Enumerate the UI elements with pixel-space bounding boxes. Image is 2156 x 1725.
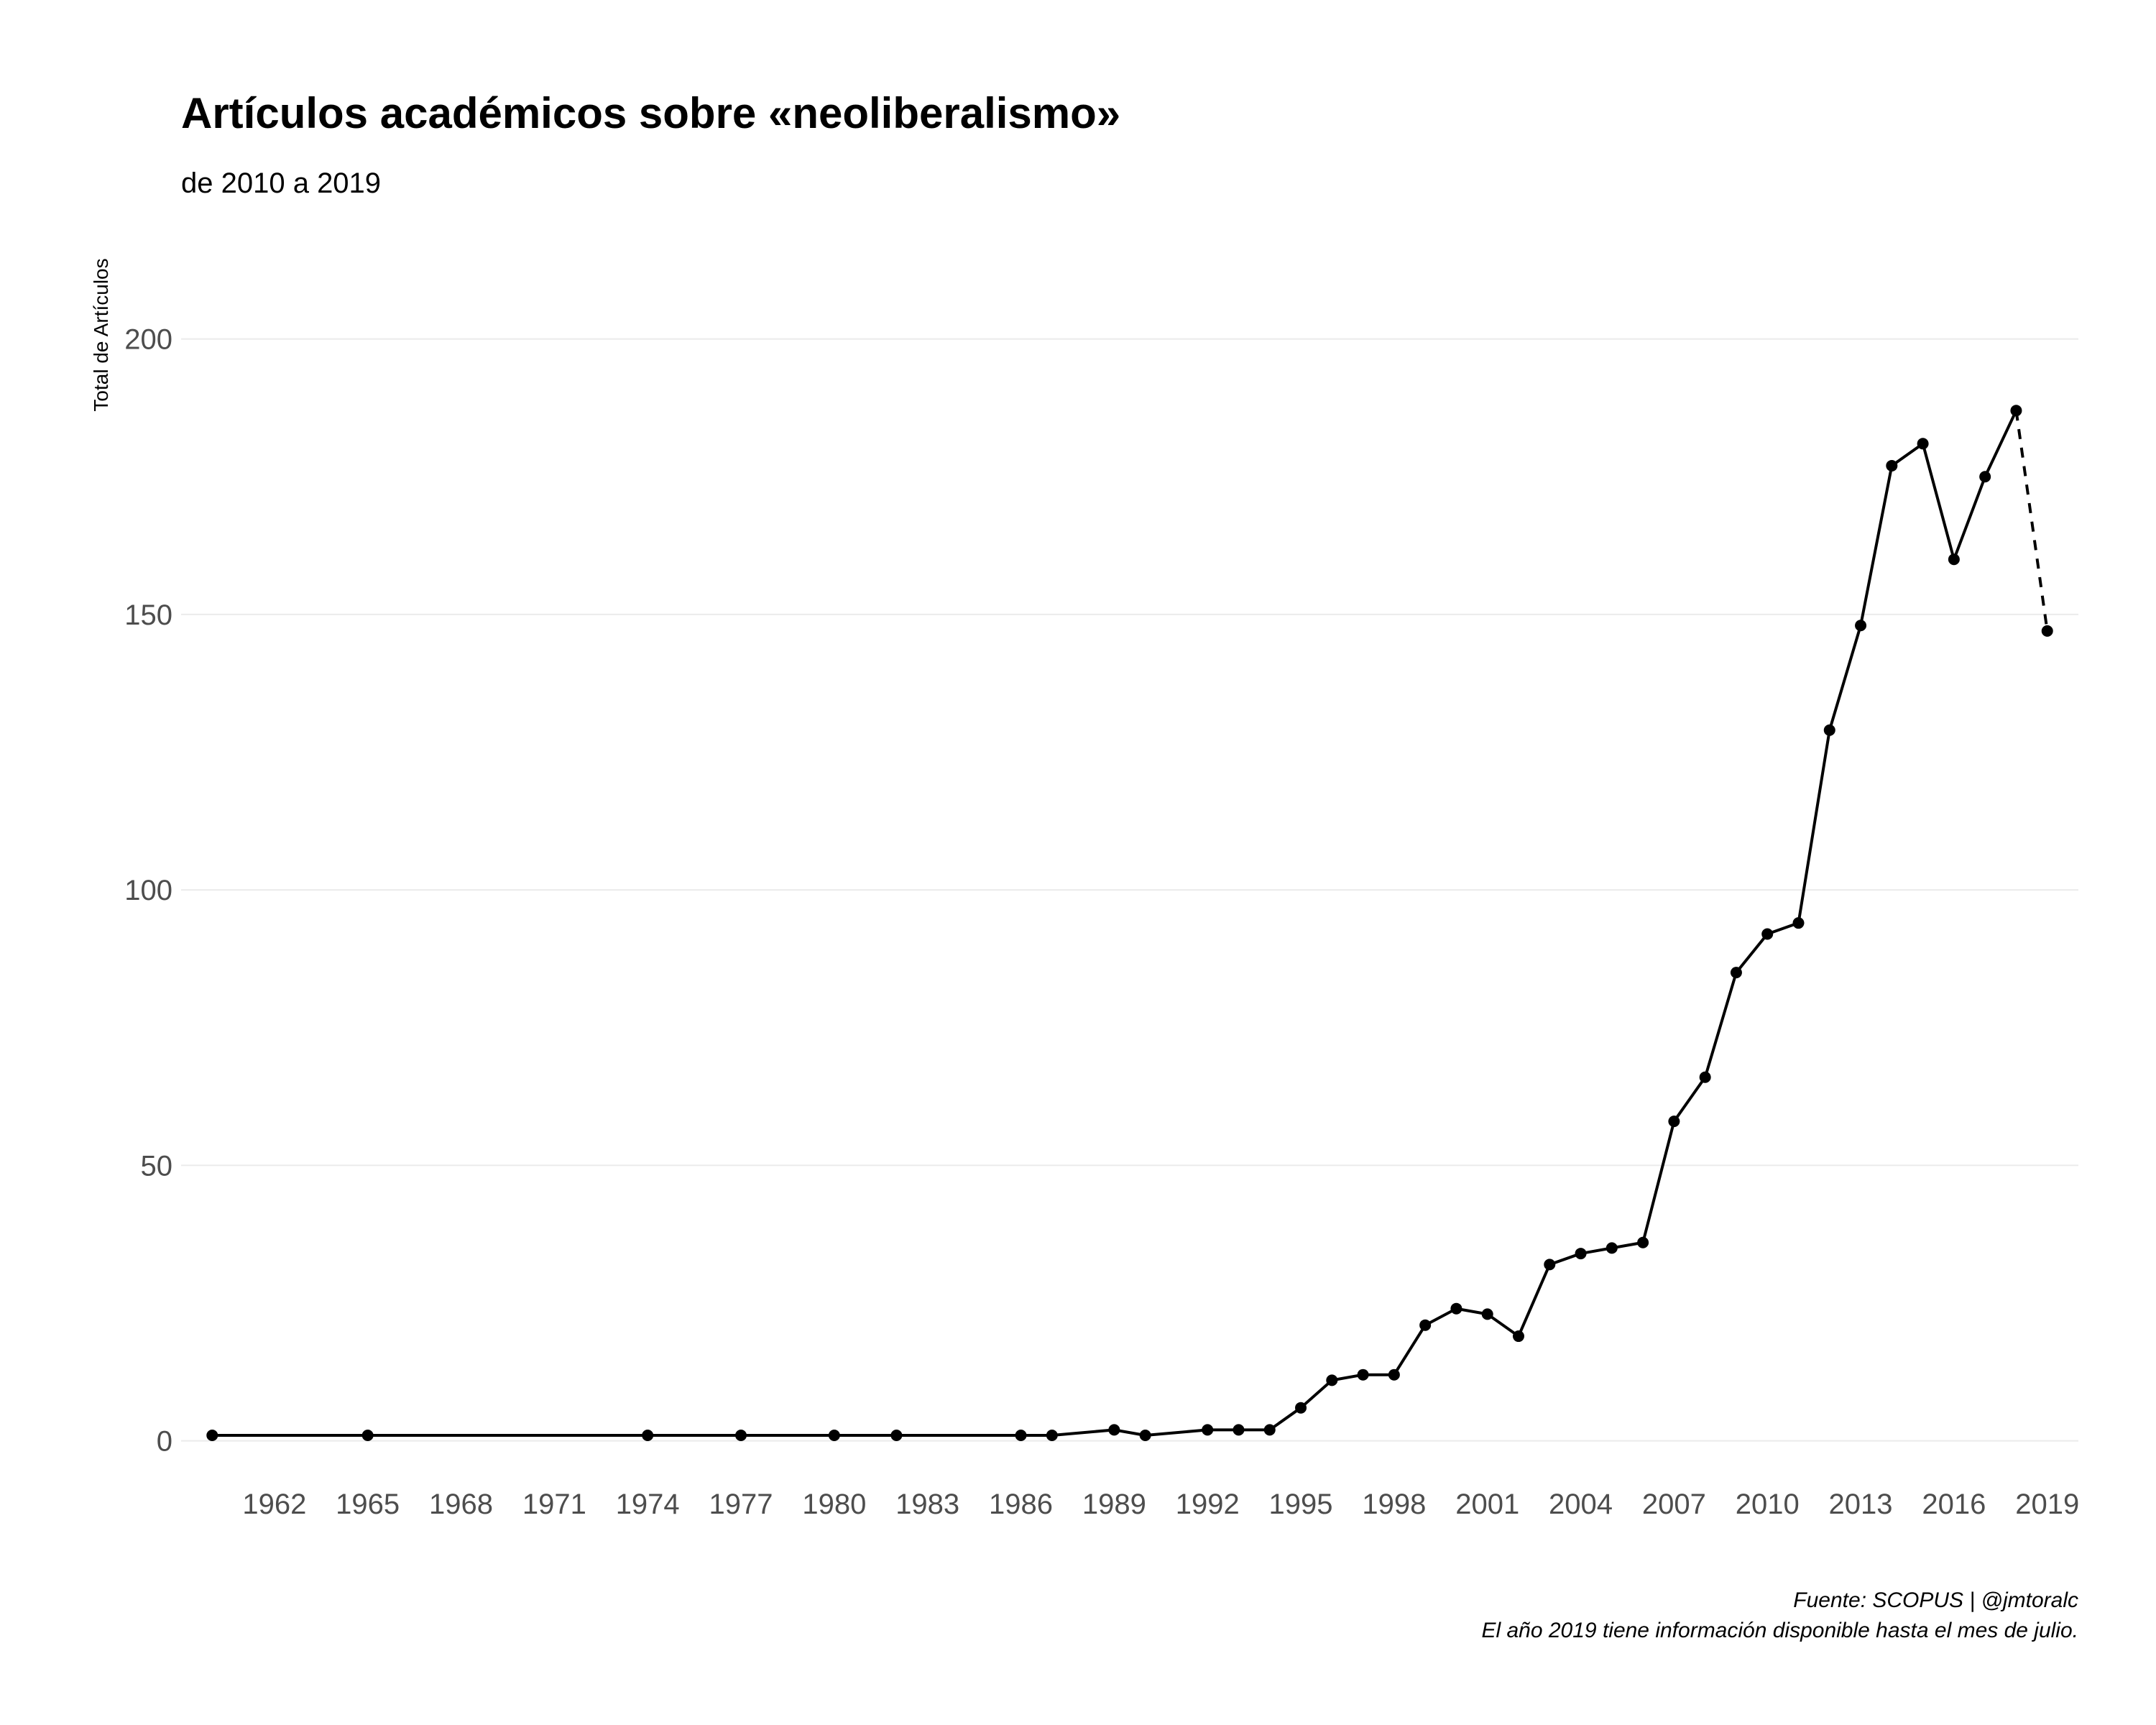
data-point-2010 [1761, 928, 1774, 940]
x-tick-label-1968: 1968 [429, 1489, 493, 1520]
data-point-1987 [1046, 1430, 1058, 1442]
caption-note: El año 2019 tiene información disponible… [1481, 1619, 2078, 1642]
y-axis-label: Total de Artículos [90, 258, 112, 411]
data-point-2006 [1637, 1236, 1649, 1248]
data-point-2005 [1606, 1242, 1618, 1254]
data-point-1990 [1139, 1430, 1151, 1442]
x-tick-label-1974: 1974 [616, 1489, 680, 1520]
data-point-2017 [1979, 471, 1991, 483]
x-tick-label-1995: 1995 [1269, 1489, 1333, 1520]
data-point-1980 [828, 1430, 840, 1442]
data-point-2019 [2041, 625, 2053, 637]
data-point-1960 [206, 1430, 218, 1442]
data-point-1982 [890, 1430, 903, 1442]
x-tick-label-1983: 1983 [895, 1489, 959, 1520]
data-point-1977 [735, 1430, 747, 1442]
x-tick-labels: 1962 1965 1968 1971 1974 1977 1980 1983 1986 1989… [242, 1489, 2079, 1520]
x-tick-label-1998: 1998 [1362, 1489, 1426, 1520]
data-point-2003 [1544, 1259, 1556, 1271]
series-line-dashed [2014, 410, 2049, 632]
y-tick-label-200: 200 [124, 324, 172, 356]
data-point-2007 [1668, 1116, 1680, 1128]
data-point-2002 [1512, 1330, 1524, 1343]
data-point-1993 [1233, 1424, 1245, 1436]
data-point-2008 [1699, 1071, 1711, 1083]
data-point-2012 [1823, 724, 1835, 736]
x-tick-label-2016: 2016 [1922, 1489, 1986, 1520]
x-tick-label-2010: 2010 [1736, 1489, 1800, 1520]
data-point-1986 [1015, 1430, 1027, 1442]
y-tick-label-50: 50 [141, 1150, 173, 1182]
data-point-2004 [1575, 1248, 1587, 1260]
data-point-1999 [1419, 1319, 1432, 1331]
y-tick-labels: 0 50 100 150 200 [124, 324, 172, 1458]
x-tick-label-1986: 1986 [989, 1489, 1053, 1520]
data-point-2013 [1855, 620, 1867, 632]
y-tick-label-0: 0 [157, 1426, 172, 1458]
data-point-1997 [1357, 1368, 1369, 1381]
data-point-1989 [1108, 1424, 1120, 1436]
x-tick-label-2001: 2001 [1455, 1489, 1519, 1520]
data-point-1965 [361, 1430, 374, 1442]
data-point-2016 [1948, 553, 1960, 566]
series-line-solid [212, 410, 2018, 1438]
x-tick-label-1962: 1962 [242, 1489, 306, 1520]
data-point-1974 [642, 1430, 654, 1442]
data-point-1996 [1326, 1374, 1338, 1386]
data-point-2009 [1730, 967, 1742, 979]
chart-title: Artículos académicos sobre «neoliberalis… [181, 89, 1120, 137]
x-tick-label-2004: 2004 [1549, 1489, 1613, 1520]
x-tick-label-2019: 2019 [2015, 1489, 2079, 1520]
x-tick-label-1992: 1992 [1176, 1489, 1240, 1520]
data-point-2014 [1886, 459, 1898, 472]
caption-source: Fuente: SCOPUS | @jmtoralc [1793, 1588, 2078, 1612]
data-point-1992 [1202, 1424, 1214, 1436]
x-tick-label-1989: 1989 [1082, 1489, 1146, 1520]
chart-subtitle: de 2010 a 2019 [181, 167, 381, 199]
data-point-2018 [2010, 405, 2022, 417]
x-tick-label-1971: 1971 [522, 1489, 586, 1520]
data-point-2011 [1792, 917, 1805, 929]
x-tick-label-1980: 1980 [802, 1489, 866, 1520]
data-point-1995 [1295, 1402, 1307, 1414]
data-point-2015 [1917, 438, 1929, 450]
x-tick-label-2007: 2007 [1642, 1489, 1706, 1520]
gridlines [181, 338, 2078, 1442]
series-line [212, 410, 2049, 1438]
x-tick-label-1977: 1977 [709, 1489, 773, 1520]
data-point-2001 [1481, 1308, 1493, 1320]
data-point-1994 [1263, 1424, 1276, 1436]
data-point-2000 [1450, 1302, 1462, 1315]
data-points [206, 405, 2053, 1442]
data-point-1998 [1388, 1368, 1400, 1381]
x-tick-label-2013: 2013 [1829, 1489, 1893, 1520]
y-tick-label-100: 100 [124, 875, 172, 906]
y-tick-label-150: 150 [124, 599, 172, 631]
x-tick-label-1965: 1965 [336, 1489, 400, 1520]
